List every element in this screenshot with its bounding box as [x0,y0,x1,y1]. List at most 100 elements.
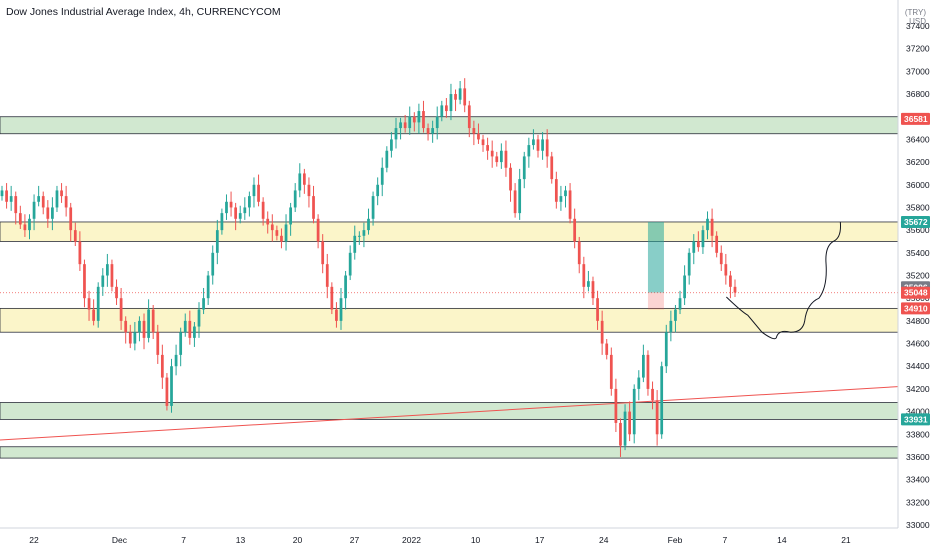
candle-body [600,320,604,344]
candle-body [696,241,700,248]
price-tag-33931[interactable] [901,413,930,426]
position-stop-zone[interactable] [647,292,664,310]
candle-body [733,286,737,293]
candle-body [151,309,155,333]
zone-35600[interactable] [0,221,899,242]
candle-body [628,411,632,435]
candle-body [206,275,210,299]
projection-path[interactable] [726,221,842,340]
candle-body [564,190,567,197]
price-tag-34910[interactable] [901,302,930,315]
price-tag-label: 35672 [904,217,928,227]
candle-body [160,354,164,378]
price-tick-label: 36800 [906,89,930,99]
candle-body [211,252,215,276]
candle-body [490,150,494,157]
candle-body [5,190,8,202]
candle-body [445,105,448,112]
candle-body [619,422,622,446]
candle-body [339,298,343,321]
candle-body [330,286,334,310]
candle-body [243,207,247,214]
price-tag-35672[interactable] [901,215,930,228]
candle-body [142,320,146,338]
candle-body [399,122,402,129]
price-tick-label: 34400 [906,361,930,371]
candle-body [509,167,512,191]
candle-body [28,218,31,231]
candle-body [550,156,554,180]
candle-body [335,309,338,321]
candle-body [110,264,114,287]
zone-33650[interactable] [0,446,899,459]
candle-body [513,190,517,214]
candle-body [614,388,618,423]
time-tick-label: 2022 [402,535,421,545]
zone-36581[interactable] [0,116,899,135]
time-tick-label: 27 [350,535,360,545]
candle-body [105,264,109,276]
candle-body [527,145,531,157]
time-tick-label: 7 [181,535,186,545]
candle-body [266,218,270,225]
candle-body [302,173,306,185]
candle-body [9,196,13,202]
candle-body [412,116,416,123]
candle-body [573,218,577,242]
time-tick-label: Feb [668,535,683,545]
candle-body [0,190,4,197]
time-tick-label: 22 [29,535,39,545]
candle-body [486,145,489,151]
candle-body [577,241,581,265]
candle-body [632,388,636,435]
currency-label: (TRY) USD [905,8,926,26]
price-tick-label: 36400 [906,134,930,144]
candle-body [96,286,100,321]
candle-body [518,179,522,214]
candle-body [83,264,86,299]
candle-body [706,218,709,231]
candle-body [587,281,590,287]
price-tick-label: 33800 [906,429,930,439]
candle-body [642,354,645,378]
position-profit-zone[interactable] [647,221,664,293]
candle-body [156,332,160,355]
price-tag-36581[interactable] [901,112,930,125]
zone-34000[interactable] [0,402,899,420]
candle-body [463,88,467,106]
price-tag-35048[interactable] [901,286,930,299]
candle-body [23,224,27,231]
candle-body [390,139,393,151]
price-tag-label: 33931 [904,414,928,424]
candle-body [170,366,173,406]
candle-body [321,241,325,265]
price-tick-label: 33600 [906,452,930,462]
candle-body [133,332,137,344]
candle-body [344,275,347,299]
price-tick-label: 36200 [906,157,930,167]
candle-body [454,94,457,100]
candle-body [69,207,73,231]
candle-body [119,298,123,321]
trendline[interactable] [0,386,899,441]
price-tick-label: 34200 [906,384,930,394]
time-tick-label: 13 [236,535,246,545]
candle-body [32,201,36,219]
candle-body [238,213,242,219]
time-tick-label: 20 [293,535,303,545]
time-tick-label: 24 [599,535,609,545]
chart-title: Dow Jones Industrial Average Index, 4h, … [6,6,281,18]
price-tick-label: 37200 [906,44,930,54]
candle-body [14,196,18,214]
time-tick-label: 17 [535,535,545,545]
candle-body [193,326,196,338]
candle-body [362,230,366,236]
candle-body [64,196,68,208]
candle-body [683,275,686,299]
candle-body [660,366,664,435]
candle-body [678,298,682,310]
candle-body [554,179,558,202]
